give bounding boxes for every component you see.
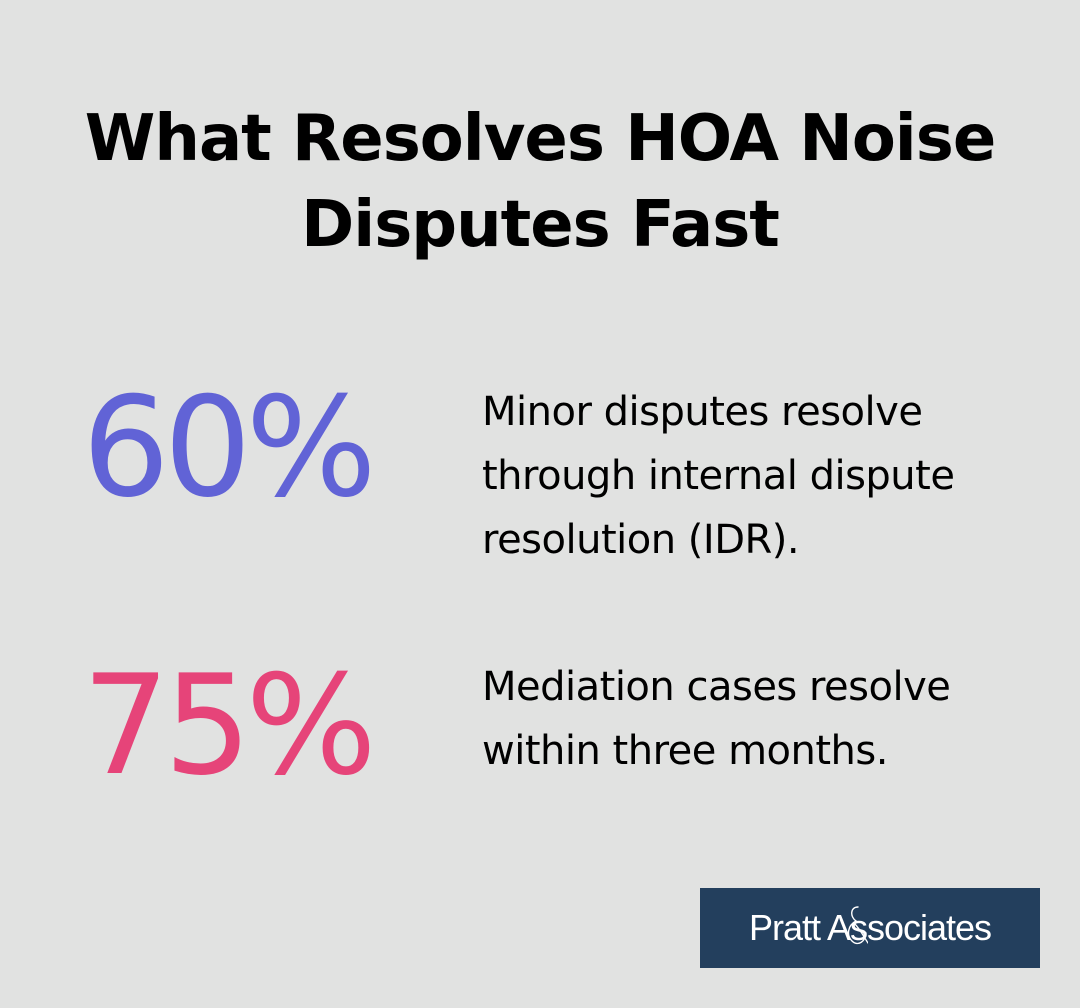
stat-value-60-percent: 60% — [82, 367, 377, 528]
logo-text: Pratt Associates — [748, 907, 992, 948]
page-title: What Resolves HOA Noise Disputes Fast — [84, 102, 996, 262]
stat-value-75-percent: 75% — [82, 645, 377, 806]
pratt-associates-logo: Pratt Associates — [700, 888, 1040, 968]
stat-description-mediation: Mediation cases resolve within three mon… — [482, 664, 951, 774]
logo-wordmark: Pratt Associates — [748, 906, 992, 949]
stat-description-idr: Minor disputes resolve through internal … — [482, 389, 955, 563]
